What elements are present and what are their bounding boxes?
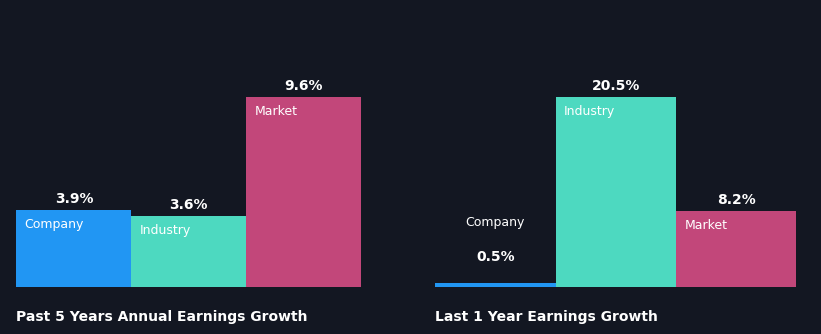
Text: 3.6%: 3.6% — [170, 198, 208, 212]
Bar — [246, 97, 361, 287]
Bar — [16, 210, 131, 287]
Text: 20.5%: 20.5% — [592, 79, 640, 93]
Text: 0.5%: 0.5% — [476, 249, 515, 264]
Text: Market: Market — [685, 219, 727, 232]
Bar — [676, 211, 796, 287]
Text: 3.9%: 3.9% — [55, 192, 93, 206]
Bar — [131, 216, 246, 287]
Text: Past 5 Years Annual Earnings Growth: Past 5 Years Annual Earnings Growth — [16, 310, 308, 324]
Text: Industry: Industry — [140, 223, 190, 236]
Bar — [435, 283, 556, 287]
Text: Company: Company — [25, 218, 84, 230]
Text: 8.2%: 8.2% — [717, 193, 755, 207]
Text: Industry: Industry — [564, 105, 615, 118]
Bar — [556, 97, 676, 287]
Text: Company: Company — [466, 216, 525, 229]
Text: Market: Market — [255, 105, 297, 118]
Text: 9.6%: 9.6% — [285, 79, 323, 93]
Text: Last 1 Year Earnings Growth: Last 1 Year Earnings Growth — [435, 310, 658, 324]
